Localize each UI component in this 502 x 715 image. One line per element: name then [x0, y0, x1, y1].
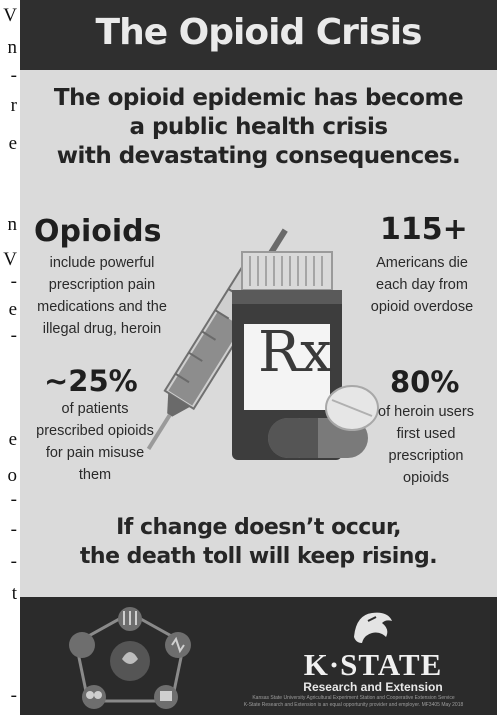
kstate-wordmark: K·STATE [303, 647, 443, 682]
left-strip-char: - [10, 65, 17, 86]
left-strip-char: V [3, 249, 17, 270]
left-clipped-text-column: V n - r e n V - e - e o - - - t - [0, 0, 20, 715]
opioids-description: include powerful prescription pain medic… [24, 252, 180, 340]
community-health-icon [69, 607, 191, 709]
opioid-crisis-poster: The Opioid Crisis The opioid epidemic ha… [20, 0, 497, 715]
left-strip-char: - [10, 489, 17, 510]
opioid-illustration [146, 228, 379, 460]
left-strip-char: e [8, 429, 17, 450]
poster-title: The Opioid Crisis [95, 12, 423, 53]
left-strip-char: r [10, 95, 17, 116]
left-strip-char: e [8, 299, 17, 320]
deaths-line: opioid overdose [370, 299, 474, 315]
left-strip-char: - [10, 519, 17, 540]
rx-symbol: Rx [258, 320, 332, 385]
subtitle-line: a public health crisis [129, 114, 388, 140]
left-strip-char: n [7, 214, 18, 235]
misuse-line: prescribed opioids [36, 423, 154, 439]
title-bar [20, 0, 497, 70]
left-strip-char: - [10, 685, 17, 706]
subtitle-line: The opioid epidemic has become [53, 85, 464, 111]
heroin-heading: 80% [390, 365, 460, 399]
heroin-line: first used [396, 426, 456, 442]
bottle-label [244, 324, 330, 410]
bottom-message: If change doesn’t occur, the death toll … [20, 513, 497, 571]
poster-subtitle: The opioid epidemic has become a public … [20, 84, 497, 171]
misuse-line: for pain misuse [45, 445, 145, 461]
left-strip-char: e [8, 133, 17, 154]
misuse-description: of patients prescribed opioids for pain … [20, 398, 170, 486]
bottom-message-line: If change doesn’t occur, [116, 515, 401, 540]
opioids-line: medications and the [37, 299, 167, 315]
left-strip-char: n [7, 37, 18, 58]
left-strip-char: t [11, 583, 17, 604]
heroin-description: of heroin users first used prescription … [360, 401, 492, 489]
misuse-heading: ~25% [44, 364, 138, 398]
bottle-cap [241, 251, 333, 291]
kstate-subtitle: Research and Extension [303, 680, 443, 694]
opioids-heading: Opioids [34, 214, 162, 249]
fineprint-line: K-State Research and Extension is an equ… [243, 702, 464, 708]
deaths-line: Americans die [376, 255, 468, 271]
bottom-message-line: the death toll will keep rising. [79, 544, 438, 569]
left-strip-char: - [10, 551, 17, 572]
round-pill-icon [325, 385, 379, 431]
left-strip-char: o [7, 465, 18, 486]
misuse-line: them [78, 467, 112, 483]
heroin-line: prescription [388, 448, 464, 464]
opioids-line: illegal drug, heroin [42, 321, 162, 337]
deaths-heading: 115+ [380, 212, 468, 247]
wildcat-logo-icon [354, 612, 392, 643]
deaths-line: each day from [376, 277, 468, 293]
footer-fineprint: Kansas State University Agricultural Exp… [216, 695, 491, 709]
heroin-line: opioids [403, 470, 449, 486]
left-strip-char: - [10, 325, 17, 346]
left-strip-char: V [3, 5, 17, 26]
opioids-line: prescription pain [48, 277, 156, 293]
deaths-description: Americans die each day from opioid overd… [352, 252, 492, 318]
left-strip-char: - [10, 271, 17, 292]
fineprint-line: Kansas State University Agricultural Exp… [252, 695, 455, 701]
poster-footer: K·STATE Research and Extension Kansas St… [20, 597, 497, 715]
misuse-line: of patients [61, 401, 129, 417]
heroin-line: of heroin users [378, 404, 474, 420]
opioids-line: include powerful [49, 255, 155, 271]
subtitle-line: with devastating consequences. [56, 143, 461, 169]
